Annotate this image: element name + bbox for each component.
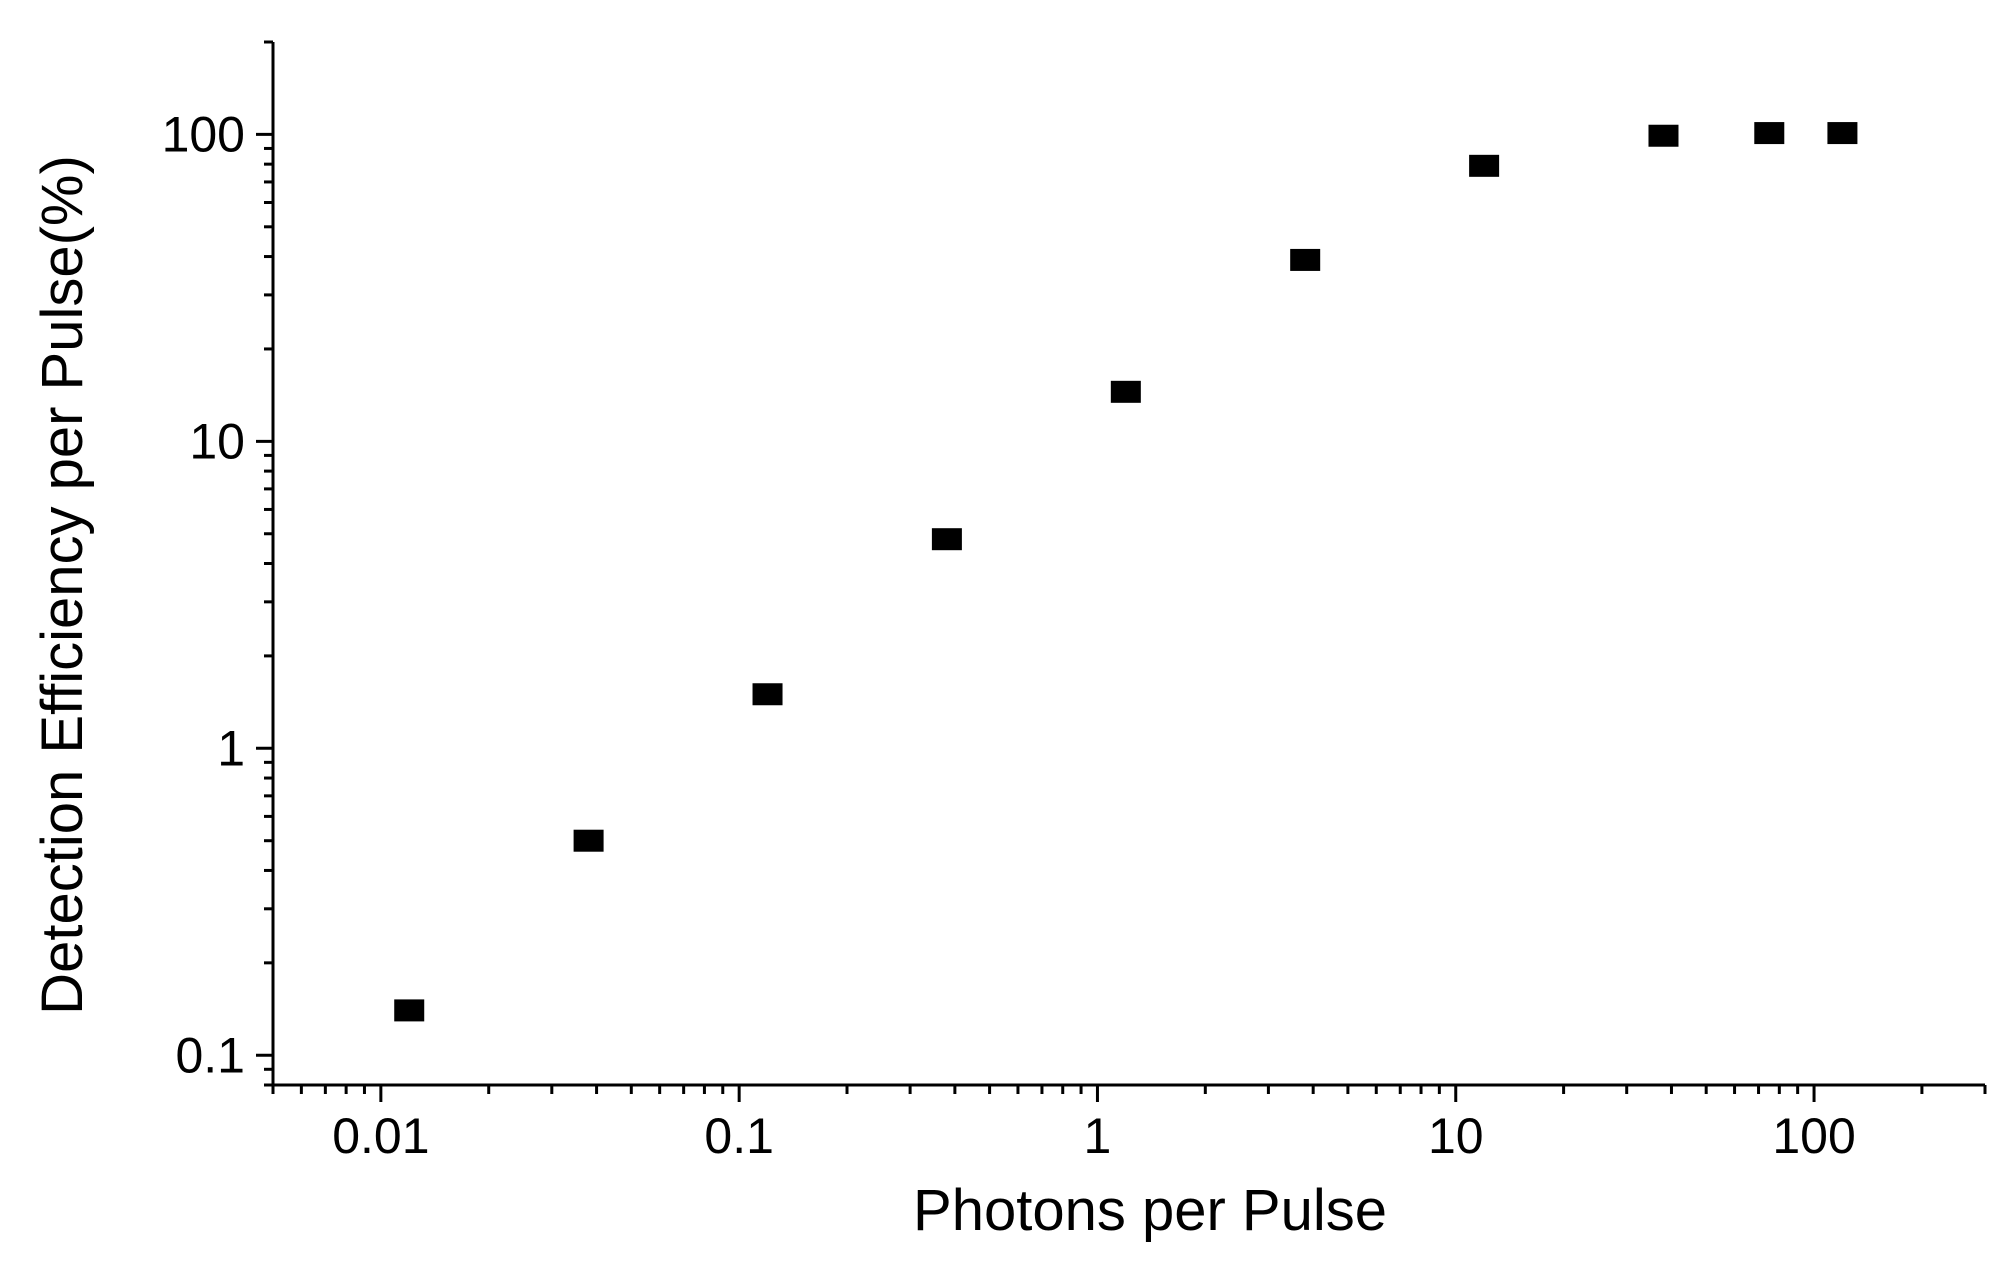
y-tick-label: 100	[162, 106, 245, 162]
y-axis-title: Detection Efficiency per Pulse(%)	[30, 155, 95, 1015]
data-point	[1827, 122, 1858, 145]
data-point	[1754, 122, 1785, 145]
x-axis-ticks: 0.01 0.1 1 10 100	[271, 1085, 1987, 1164]
x-tick-label: 100	[1772, 1108, 1855, 1164]
x-tick-label: 0.1	[704, 1108, 774, 1164]
data-point	[1110, 380, 1141, 403]
x-tick-label: 1	[1084, 1108, 1112, 1164]
data-point	[1290, 248, 1321, 271]
x-axis-title: Photons per Pulse	[913, 1178, 1387, 1243]
x-tick-label: 10	[1428, 1108, 1484, 1164]
y-axis-ticks: 0.1 1 10 100	[162, 40, 273, 1087]
data-point	[394, 999, 425, 1022]
data-point	[1469, 154, 1500, 177]
data-points	[394, 122, 1858, 1022]
data-point	[573, 829, 604, 852]
data-point	[1648, 124, 1679, 147]
y-tick-label: 0.1	[175, 1027, 245, 1083]
axes	[271, 42, 1985, 1087]
y-tick-label: 1	[217, 720, 245, 776]
data-point	[752, 683, 783, 706]
y-tick-label: 10	[189, 413, 245, 469]
data-point	[931, 528, 962, 551]
x-tick-label: 0.01	[332, 1108, 429, 1164]
